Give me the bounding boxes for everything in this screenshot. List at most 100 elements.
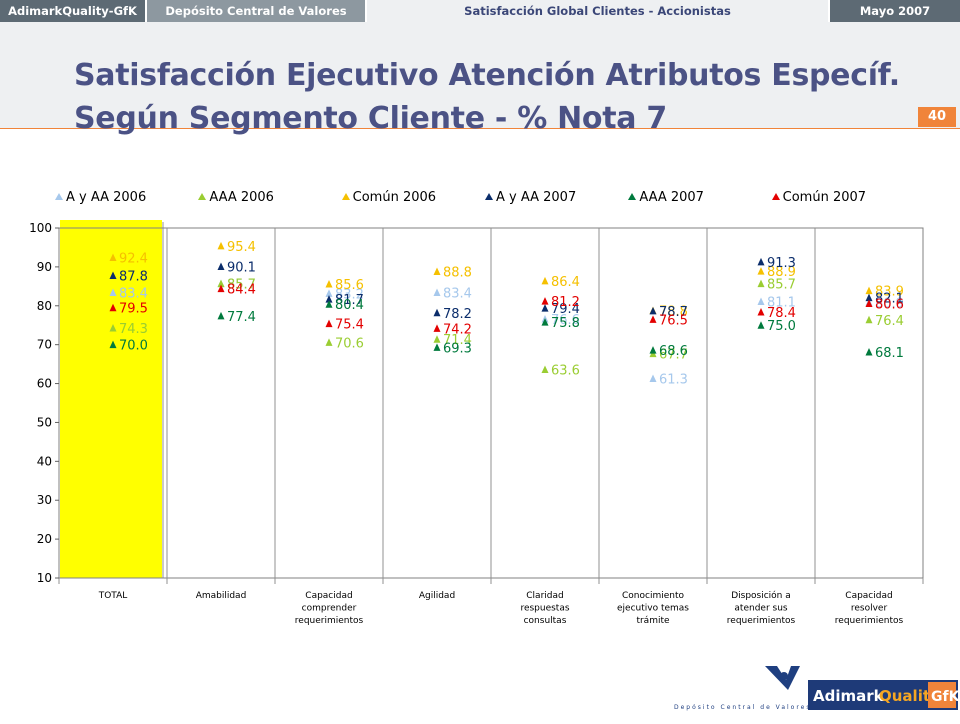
data-point [757, 257, 765, 266]
logos-svg: Depósito Central de Valores Adimark Qual… [674, 666, 960, 711]
legend-item: AAA 2007 [628, 190, 704, 205]
data-label: 69.3 [443, 341, 472, 356]
data-label: 80.4 [335, 298, 364, 313]
data-label: 83.4 [443, 287, 472, 302]
data-point [649, 349, 657, 358]
legend-item: A y AA 2006 [55, 190, 146, 205]
data-label: 68.1 [875, 346, 904, 361]
triangle-icon [628, 193, 637, 200]
data-label: 79.5 [119, 302, 148, 317]
data-label: 68.6 [659, 344, 688, 359]
data-point [217, 311, 225, 320]
data-point [217, 262, 225, 270]
data-point [325, 319, 333, 328]
legend-item: Común 2006 [341, 190, 437, 205]
data-label: 85.7 [227, 278, 256, 293]
data-point [541, 365, 549, 374]
data-label: 91.3 [767, 256, 796, 271]
data-point [109, 253, 117, 262]
category-label: Amabilidad [196, 591, 247, 601]
data-point [865, 348, 873, 356]
y-tick-label: 70 [37, 338, 52, 352]
data-point [109, 340, 117, 349]
category-label: TOTAL [98, 591, 128, 601]
data-point [325, 338, 333, 346]
highlight-shadow [62, 222, 164, 578]
triangle-icon [485, 193, 493, 200]
legend-label: Común 2007 [782, 190, 867, 205]
data-label: 75.4 [335, 318, 364, 333]
chart-legend: A y AA 2006 AAA 2006 Común 2006 A y AA 2007… [55, 190, 915, 210]
category-label: trámite [636, 616, 670, 626]
data-point [541, 315, 549, 323]
plot-frame [58, 227, 924, 579]
data-label: 75.8 [551, 316, 580, 331]
data-point [433, 308, 441, 317]
client-tab: Depósito Central de Valores [147, 0, 365, 22]
category-label: resolver [851, 604, 888, 614]
y-tick-label: 20 [37, 532, 52, 546]
date-tab: Mayo 2007 [830, 0, 960, 22]
data-point [865, 315, 873, 324]
triangle-icon [55, 193, 63, 200]
data-label: 83.2 [335, 287, 364, 302]
data-point [865, 286, 873, 295]
data-point [649, 346, 657, 354]
data-point [217, 284, 225, 293]
data-label: 76.6 [551, 313, 580, 328]
data-point [109, 303, 117, 312]
data-label: 85.7 [227, 278, 256, 293]
data-point [433, 267, 441, 276]
data-point [865, 299, 873, 307]
legend-label: AAA 2007 [639, 190, 704, 205]
data-label: 78.4 [767, 306, 796, 321]
category-label: Capacidad [305, 591, 352, 601]
data-label: 70.6 [335, 336, 364, 351]
data-label: 78.8 [659, 304, 688, 319]
logo-adimark: Adimark [813, 687, 885, 705]
y-tick-label: 60 [37, 377, 52, 391]
dcv-caption: Depósito Central de Valores [674, 704, 811, 711]
data-point [217, 241, 225, 250]
logo-gfk-box [928, 682, 956, 708]
adimark-logo: Adimark Quality GfK [808, 680, 960, 710]
legend-label: Común 2006 [352, 190, 437, 205]
data-point [865, 293, 873, 302]
category-label: Disposición a [731, 590, 791, 601]
data-label: 74.2 [443, 322, 472, 337]
footer-logos: Depósito Central de Valores Adimark Qual… [660, 660, 960, 720]
data-label: 81.1 [767, 296, 796, 311]
highlight-column [60, 220, 162, 578]
data-point [757, 279, 765, 288]
category-label: requerimientos [295, 616, 364, 626]
title-box: Satisfacción Ejecutivo Atención Atributo… [0, 22, 960, 136]
data-label: 63.6 [551, 364, 580, 379]
data-point [325, 295, 333, 303]
category-label: respuestas [520, 604, 569, 614]
data-point [109, 323, 117, 332]
data-label: 92.4 [119, 252, 148, 267]
legend-item: Común 2007 [771, 190, 867, 205]
logo-gfk: GfK [931, 689, 960, 705]
y-tick-label: 10 [37, 571, 52, 585]
data-label: 82.1 [875, 292, 904, 307]
category-label: requerimientos [835, 616, 904, 626]
data-label: 90.1 [227, 261, 256, 276]
data-point [217, 279, 225, 288]
y-tick-label: 50 [37, 415, 52, 429]
brand-tab: AdimarkQuality-GfK [0, 0, 145, 22]
data-point [757, 308, 765, 316]
category-label: Capacidad [845, 591, 892, 601]
data-point [433, 335, 441, 343]
data-label: 71.4 [443, 333, 472, 348]
triangle-icon [771, 193, 780, 200]
y-tick-label: 100 [29, 221, 52, 235]
data-label: 88.9 [767, 265, 796, 280]
data-point [649, 374, 657, 382]
y-tick-label: 90 [37, 260, 52, 274]
data-label: 84.4 [227, 283, 256, 298]
data-point [433, 324, 441, 332]
top-bar: AdimarkQuality-GfK Depósito Central de V… [0, 0, 960, 22]
data-label: 77.4 [227, 310, 256, 325]
data-label: 79.4 [551, 302, 580, 317]
